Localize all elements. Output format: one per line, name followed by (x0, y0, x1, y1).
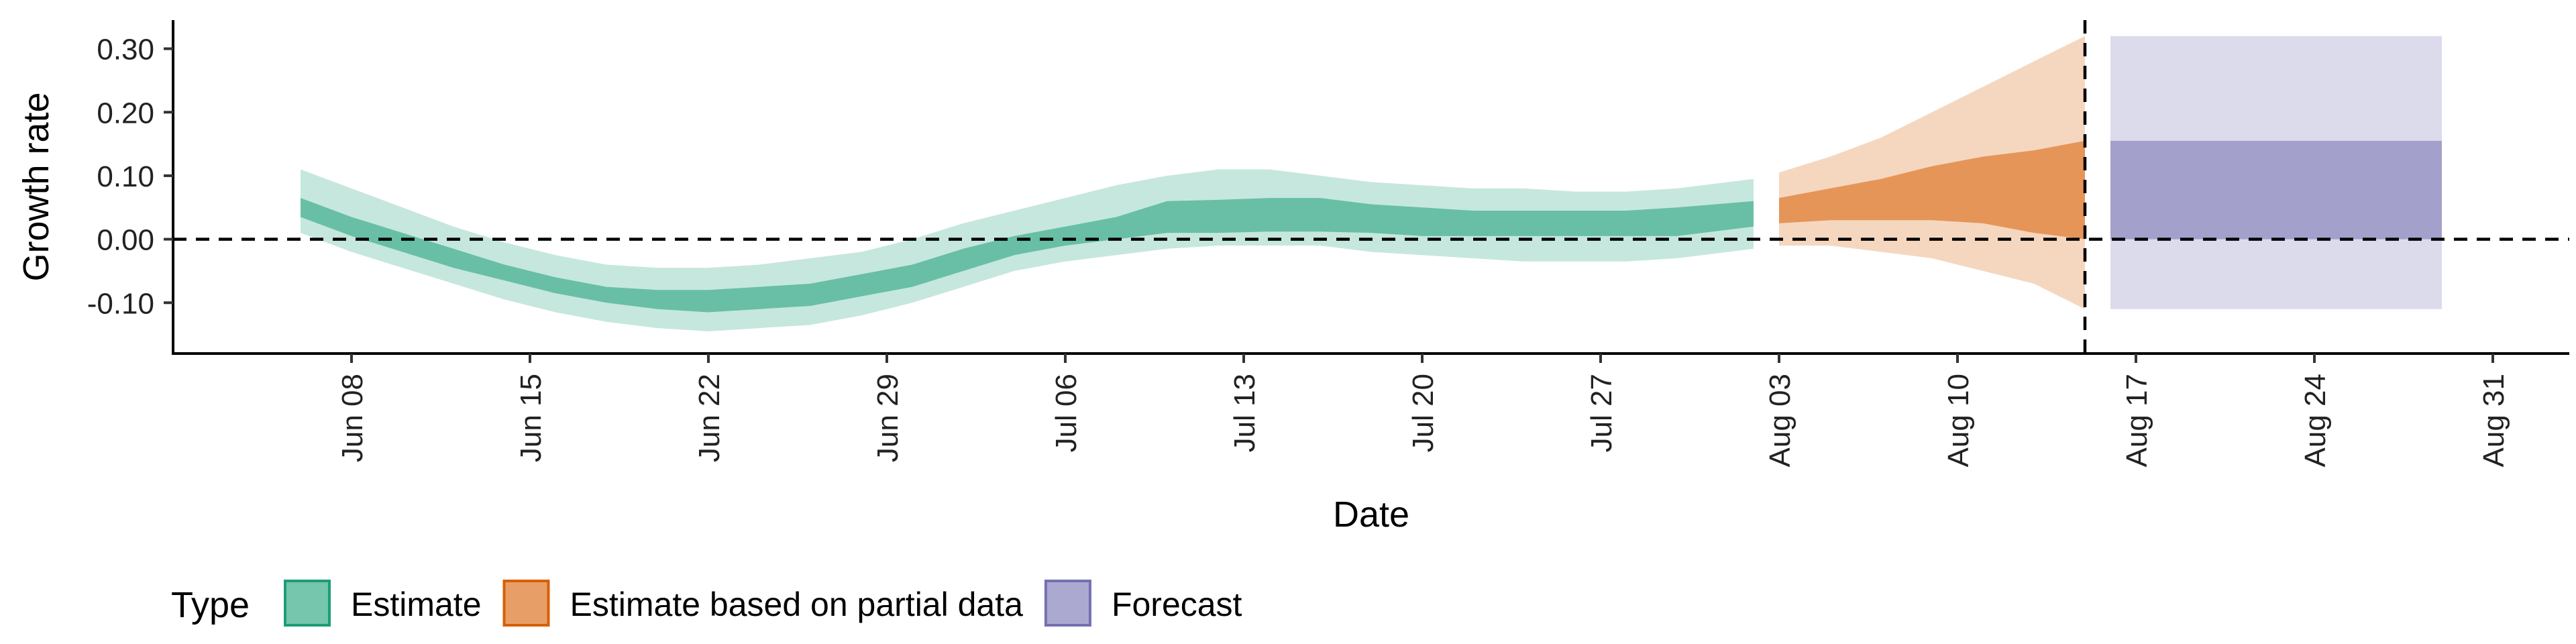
estimate-based-on-partial-data-band-50 (1779, 140, 2085, 239)
estimate-based-on-partial-data-legend-label: Estimate based on partial data (570, 586, 1024, 623)
x-tick-label: Aug 17 (2121, 374, 2153, 467)
forecast-legend-label: Forecast (1112, 586, 1242, 623)
x-ticks: Jun 08 Jun 15 Jun 22 Jun 29 Jul 06 Jul 13 Jul … (336, 354, 2510, 467)
x-tick-label: Aug 31 (2477, 374, 2510, 467)
y-tick-label: 0.20 (97, 97, 154, 129)
forecast-legend-key (1044, 580, 1091, 627)
legend: Type Estimate Estimate based on partial d… (171, 580, 1242, 627)
x-tick-label: Jun 22 (693, 374, 726, 462)
x-tick-label: Aug 24 (2299, 374, 2332, 467)
y-tick-label: 0.30 (97, 34, 154, 66)
x-tick-label: Jul 13 (1228, 374, 1261, 452)
x-axis-title: Date (1333, 494, 1409, 535)
y-tick-label: 0.00 (97, 224, 154, 257)
y-axis-title: Growth rate (16, 92, 56, 281)
y-tick-label: 0.10 (97, 160, 154, 193)
estimate-based-on-partial-data-legend-key (502, 580, 550, 627)
x-tick-label: Jun 29 (871, 374, 904, 462)
legend-title: Type (171, 585, 250, 625)
x-tick-label: Aug 03 (1764, 374, 1796, 467)
plot-bands (301, 36, 2442, 331)
estimate-legend-label: Estimate (351, 586, 482, 623)
x-tick-label: Jul 06 (1050, 374, 1083, 452)
x-tick-label: Jun 08 (336, 374, 369, 462)
x-tick-label: Jun 15 (515, 374, 547, 462)
estimate-band-50 (301, 198, 1754, 313)
y-ticks: 0.30 0.20 0.10 0.00 -0.10 (87, 34, 173, 320)
estimate-legend-key (284, 580, 331, 627)
x-tick-label: Jul 27 (1585, 374, 1618, 452)
x-tick-label: Aug 10 (1942, 374, 1975, 467)
x-tick-label: Jul 20 (1407, 374, 1440, 452)
forecast-band-50 (2110, 140, 2442, 239)
y-tick-label: -0.10 (87, 287, 154, 320)
